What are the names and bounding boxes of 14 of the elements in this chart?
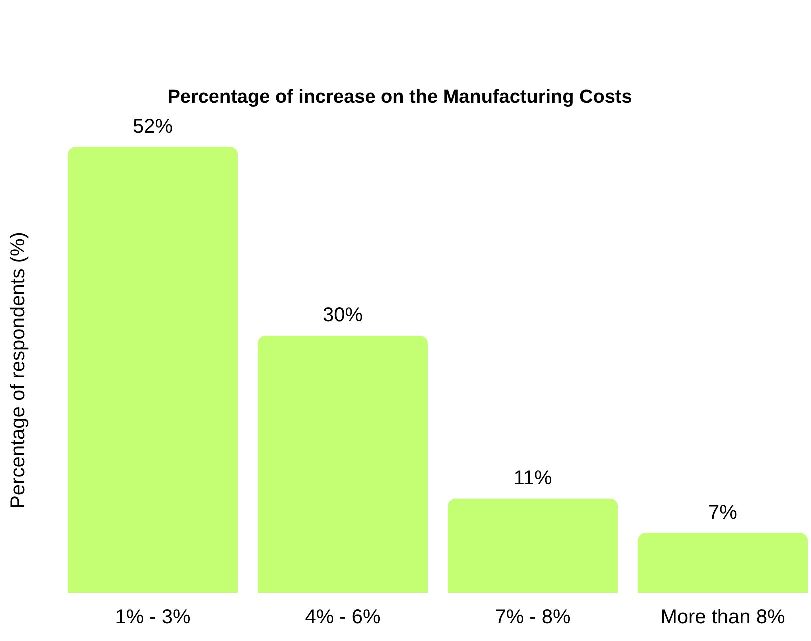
x-tick-label: 7% - 8% bbox=[495, 606, 571, 628]
data-label: 11% bbox=[514, 468, 552, 490]
bar bbox=[638, 532, 808, 593]
chart-title: Percentage of increase on the Manufacturing Costs bbox=[168, 87, 632, 108]
bar bbox=[68, 147, 238, 593]
y-axis-title: Percentage of respondents (%) bbox=[8, 232, 30, 509]
bar bbox=[258, 336, 428, 593]
x-tick-label: More than 8% bbox=[660, 606, 786, 628]
x-tick-label: 4% - 6% bbox=[305, 606, 382, 628]
bar bbox=[448, 498, 618, 593]
x-tick-label: 1% - 3% bbox=[115, 606, 192, 628]
data-label: 30% bbox=[322, 304, 364, 327]
data-label: 7% bbox=[708, 502, 738, 524]
data-label: 52% bbox=[133, 116, 174, 138]
